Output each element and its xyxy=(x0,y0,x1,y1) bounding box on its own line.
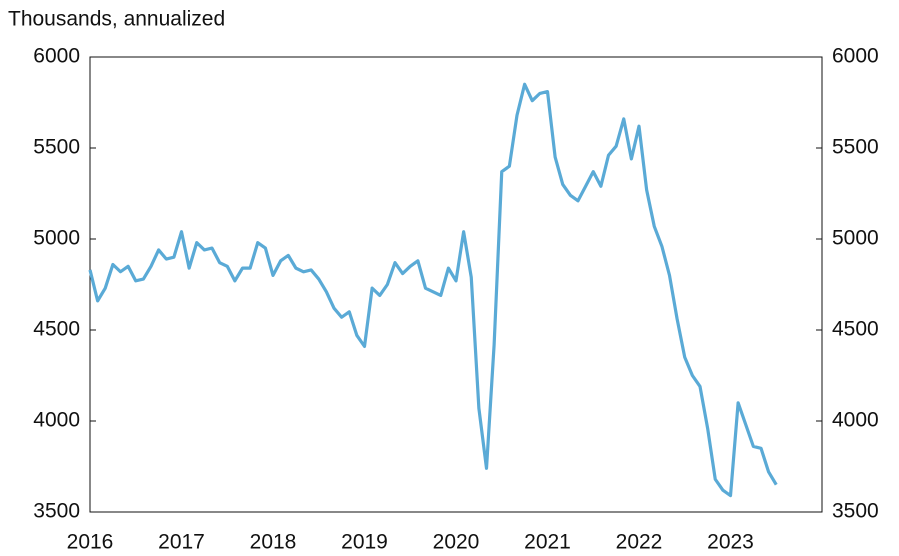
y-tick-label: 5500 xyxy=(33,136,80,159)
x-tick-label: 2022 xyxy=(616,531,663,554)
y-tick-label: 4000 xyxy=(33,409,80,432)
x-tick-label: 2017 xyxy=(158,531,205,554)
y-tick-label-right: 6000 xyxy=(832,45,879,68)
y-tick-label-right: 5500 xyxy=(832,136,879,159)
x-tick-label: 2018 xyxy=(250,531,297,554)
y-tick-label: 4500 xyxy=(33,318,80,341)
y-tick-label: 6000 xyxy=(33,45,80,68)
x-tick-label: 2023 xyxy=(707,531,754,554)
y-tick-label: 3500 xyxy=(33,500,80,523)
x-tick-label: 2020 xyxy=(433,531,480,554)
y-axis-label: Thousands, annualized xyxy=(8,8,225,31)
y-tick-label-right: 4000 xyxy=(832,409,879,432)
y-tick-label: 5000 xyxy=(33,227,80,250)
x-tick-label: 2021 xyxy=(524,531,571,554)
plot-frame xyxy=(89,56,823,513)
y-tick-label-right: 4500 xyxy=(832,318,879,341)
y-tick-label-right: 3500 xyxy=(832,500,879,523)
y-tick-label-right: 5000 xyxy=(832,227,879,250)
x-tick-label: 2019 xyxy=(341,531,388,554)
data-line xyxy=(88,82,778,498)
x-tick-label: 2016 xyxy=(67,531,114,554)
